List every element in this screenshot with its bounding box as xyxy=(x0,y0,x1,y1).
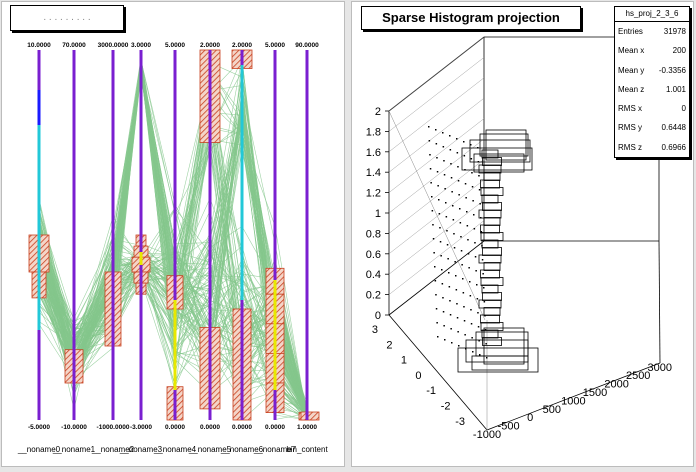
stats-label: RMS z xyxy=(618,142,642,152)
stats-value: 0 xyxy=(681,104,686,114)
stats-label: Mean x xyxy=(618,46,645,56)
stats-row: RMS z 0.6966 xyxy=(615,138,689,157)
stats-value: 1.001 xyxy=(665,84,686,94)
stats-row: Mean y -0.3356 xyxy=(615,61,689,80)
stats-value: -0.3356 xyxy=(658,65,686,75)
stats-row: Entries 31978 xyxy=(615,22,689,41)
stats-label: Mean y xyxy=(618,65,645,75)
parallel-coords-pad[interactable] xyxy=(1,1,345,467)
stats-value: 31978 xyxy=(663,27,686,36)
stats-label: RMS y xyxy=(618,123,642,133)
stats-value: 0.6966 xyxy=(661,142,686,152)
parallel-coords-title: . . . . . . . . . xyxy=(10,5,124,31)
stats-row: Mean z 1.001 xyxy=(615,80,689,99)
stats-name: hs_proj_2_3_6 xyxy=(615,7,689,22)
stats-label: RMS x xyxy=(618,104,642,114)
stats-value: 0.6448 xyxy=(661,123,686,133)
stats-row: RMS y 0.6448 xyxy=(615,118,689,137)
stats-label: Entries xyxy=(618,27,643,36)
stats-value: 200 xyxy=(672,46,686,56)
stats-box[interactable]: hs_proj_2_3_6 Entries 31978 Mean x 200 Mean … xyxy=(614,6,690,158)
stats-row: RMS x 0 xyxy=(615,99,689,118)
stats-rows: Entries 31978 Mean x 200 Mean y -0.3356 Mean z… xyxy=(615,22,689,157)
stats-label: Mean z xyxy=(618,84,645,94)
stats-row: Mean x 200 xyxy=(615,41,689,60)
projection-title: Sparse Histogram projection xyxy=(361,6,581,30)
